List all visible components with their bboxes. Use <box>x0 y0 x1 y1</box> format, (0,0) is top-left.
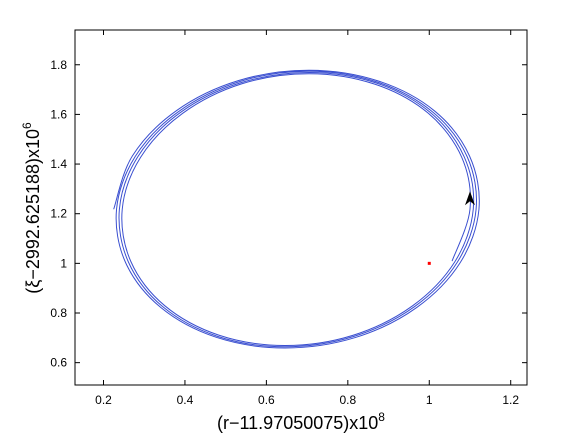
reference-point <box>427 261 431 265</box>
x-label-exponent: 8 <box>378 410 385 424</box>
y-tick-label: 0.6 <box>50 356 67 370</box>
x-tick-label: 0.2 <box>95 393 112 407</box>
y-label-base: (ξ−2992.625188)x10 <box>23 129 43 294</box>
y-tick-label: 0.8 <box>50 306 67 320</box>
y-label-exponent: 6 <box>20 122 34 129</box>
plot-box <box>74 29 528 386</box>
y-axis-label: (ξ−2992.625188)x106 <box>20 122 43 294</box>
y-tick-label: 1.8 <box>50 58 67 72</box>
x-tick-label: 1 <box>426 393 433 407</box>
direction-arrow <box>464 191 475 206</box>
x-tick-label: 0.8 <box>339 393 356 407</box>
y-tick-label: 1.2 <box>50 207 67 221</box>
x-tick-label: 0.4 <box>177 393 194 407</box>
y-tick-label: 1 <box>60 256 67 270</box>
orbit-line <box>113 69 480 349</box>
x-axis-label: (r−11.97050075)x108 <box>217 410 385 433</box>
x-tick-label: 0.6 <box>258 393 275 407</box>
x-tick-label: 1.2 <box>502 393 519 407</box>
y-tick-label: 1.4 <box>50 157 67 171</box>
x-label-base: (r−11.97050075)x10 <box>217 413 378 433</box>
y-tick-label: 1.6 <box>50 107 67 121</box>
